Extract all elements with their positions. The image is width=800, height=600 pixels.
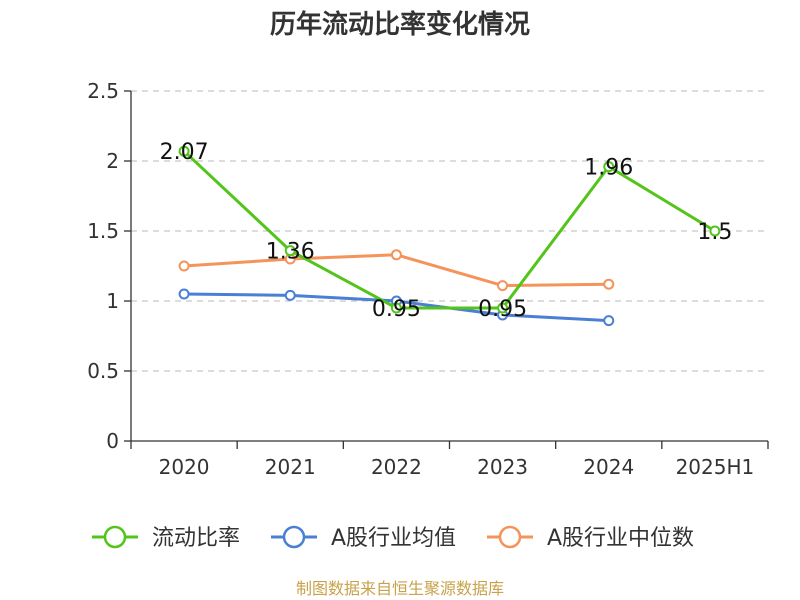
- legend-item-1[interactable]: A股行业均值: [271, 525, 456, 551]
- data-point: [497, 302, 509, 314]
- data-point: [284, 245, 296, 257]
- data-point: [284, 289, 296, 301]
- y-tick-label: 1: [106, 289, 119, 313]
- legend-marker: [498, 525, 522, 549]
- data-point: [178, 145, 190, 157]
- legend-label: A股行业均值: [331, 526, 456, 551]
- series-lines: [178, 145, 721, 327]
- data-labels: 2.07 1.36 0.95 0.95 1.96 1.5: [160, 140, 733, 322]
- y-tick-label: 0: [106, 429, 119, 453]
- data-label: 2.07: [160, 140, 209, 165]
- legend-label: 流动比率: [152, 526, 240, 551]
- legend-item-2[interactable]: A股行业中位数: [487, 525, 694, 551]
- y-tick-label: 2.5: [87, 79, 119, 103]
- data-point: [178, 288, 190, 300]
- x-tick-label: 2021: [265, 455, 316, 479]
- data-point: [603, 278, 615, 290]
- data-point: [390, 249, 402, 261]
- data-point: [178, 260, 190, 272]
- legend-item-0[interactable]: 流动比率: [92, 525, 240, 551]
- data-point: [390, 302, 402, 314]
- x-tick-label: 2022: [371, 455, 422, 479]
- data-point: [603, 315, 615, 327]
- axes: 0 0.5 1 1.5 2 2.5 2020 2021 2022 2023 2024 2025H1: [87, 79, 769, 479]
- legend-label: A股行业中位数: [547, 526, 694, 551]
- x-tick-label: 2023: [477, 455, 528, 479]
- y-tick-label: 0.5: [87, 359, 119, 383]
- x-tick-label: 2025H1: [676, 455, 755, 479]
- data-point: [603, 161, 615, 173]
- y-tick-label: 2: [106, 149, 119, 173]
- source-note: 制图数据来自恒生聚源数据库: [296, 579, 504, 598]
- legend[interactable]: 流动比率 A股行业均值 A股行业中位数: [92, 525, 694, 551]
- chart-title: 历年流动比率变化情况: [270, 9, 530, 40]
- data-point: [497, 280, 509, 292]
- legend-marker: [282, 525, 306, 549]
- data-label: 1.36: [266, 240, 315, 265]
- grid-lines: [131, 90, 768, 372]
- data-label: 0.95: [478, 297, 527, 322]
- legend-marker: [103, 525, 127, 549]
- data-point: [709, 225, 721, 237]
- data-label: 1.5: [697, 220, 732, 245]
- y-tick-label: 1.5: [87, 219, 119, 243]
- data-label: 1.96: [584, 156, 633, 181]
- x-tick-label: 2024: [583, 455, 634, 479]
- x-tick-label: 2020: [159, 455, 210, 479]
- data-label: 0.95: [372, 297, 421, 322]
- series-line-0: [183, 150, 716, 310]
